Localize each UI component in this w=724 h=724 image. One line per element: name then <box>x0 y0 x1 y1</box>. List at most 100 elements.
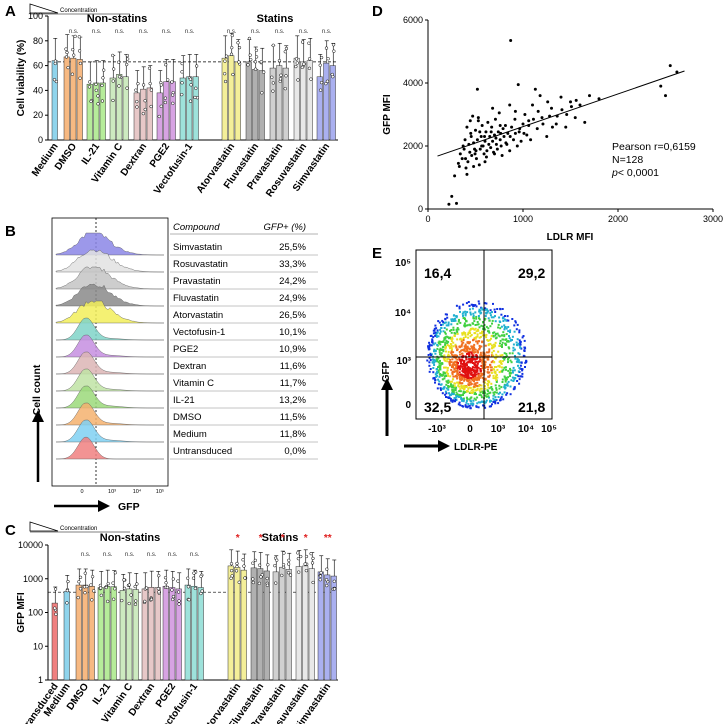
event-dot <box>450 361 453 364</box>
replicate-dot <box>65 588 69 593</box>
event-dot <box>449 361 452 364</box>
event-dot <box>469 324 472 327</box>
event-dot <box>450 320 453 323</box>
event-dot <box>484 392 487 394</box>
data-point <box>540 116 544 120</box>
event-dot <box>502 398 505 401</box>
replicate-dot <box>147 66 152 70</box>
event-dot <box>464 343 467 346</box>
replicate-dot <box>87 85 92 89</box>
replicate-dot <box>135 105 139 109</box>
event-dot <box>472 391 475 394</box>
event-dot <box>459 367 462 370</box>
category-label: IL-21 <box>80 141 103 167</box>
data-point <box>583 120 587 124</box>
event-dot <box>508 335 510 337</box>
event-dot <box>456 393 459 396</box>
data-point <box>456 161 460 165</box>
event-dot <box>499 360 502 362</box>
replicate-dot <box>259 575 263 579</box>
replicate-dot <box>125 62 129 67</box>
event-dot <box>474 386 477 389</box>
bar-rosuvastatin <box>300 61 307 141</box>
event-dot <box>477 401 480 404</box>
data-point <box>447 202 451 206</box>
event-dot <box>508 347 511 350</box>
event-dot <box>461 332 464 335</box>
data-point <box>499 144 503 148</box>
data-point <box>493 152 496 156</box>
event-dot <box>446 313 448 316</box>
event-dot <box>441 374 444 377</box>
replicate-dot <box>164 63 168 67</box>
event-dot <box>476 362 479 365</box>
event-dot <box>494 396 497 399</box>
event-dot <box>458 356 461 359</box>
histogram-fluvastatin <box>55 283 165 307</box>
event-dot <box>496 376 499 379</box>
event-dot <box>450 329 453 331</box>
event-dot <box>462 303 465 306</box>
event-dot <box>498 344 501 347</box>
event-dot <box>460 398 463 401</box>
event-dot <box>509 385 512 388</box>
statins-label: Statins <box>257 13 294 25</box>
event-dot <box>472 327 475 330</box>
replicate-dot <box>54 79 59 84</box>
replicate-dot <box>188 77 193 81</box>
table-cell-compound: Atorvastatin <box>173 310 223 321</box>
event-dot <box>440 324 443 326</box>
event-dot <box>439 353 441 356</box>
event-dot <box>460 382 463 385</box>
event-dot <box>505 377 508 379</box>
y-tick-label: 0 <box>418 204 423 214</box>
event-dot <box>484 385 486 388</box>
replicate-dot <box>295 61 299 65</box>
event-dot <box>488 350 491 353</box>
event-dot <box>456 377 459 380</box>
event-dot <box>468 371 471 374</box>
event-dot <box>438 349 441 352</box>
event-dot <box>436 344 439 346</box>
event-dot <box>464 365 467 368</box>
event-dot <box>458 390 461 393</box>
event-dot <box>475 405 478 408</box>
event-dot <box>482 330 485 333</box>
replicate-dot <box>112 67 116 71</box>
event-dot <box>443 338 446 341</box>
event-dot <box>429 352 432 355</box>
event-dot <box>466 398 469 401</box>
bar-atorvastatin <box>221 57 228 141</box>
event-dot <box>505 378 508 381</box>
bar-dmso <box>75 584 82 681</box>
event-dot <box>450 368 453 371</box>
data-point <box>464 166 468 170</box>
replicate-dot <box>78 76 82 80</box>
event-dot <box>469 386 472 389</box>
event-dot <box>460 365 463 368</box>
data-point <box>463 138 467 142</box>
event-dot <box>440 383 443 386</box>
event-dot <box>485 395 488 398</box>
bar-vitamin-c <box>116 74 123 141</box>
event-dot <box>434 334 437 337</box>
event-dot <box>440 348 443 351</box>
significance-label: n.s. <box>185 29 195 35</box>
event-dot <box>444 347 447 350</box>
replicate-dot <box>307 66 312 70</box>
event-dot <box>449 358 452 361</box>
event-dot <box>438 332 441 335</box>
event-dot <box>481 355 484 358</box>
event-dot <box>433 377 436 380</box>
event-dot <box>497 392 500 395</box>
event-dot <box>480 384 483 387</box>
event-dot <box>512 380 515 382</box>
event-dot <box>474 365 477 368</box>
replicate-dot <box>89 583 93 587</box>
event-dot <box>459 321 462 324</box>
event-dot <box>487 371 490 374</box>
event-dot <box>446 342 449 345</box>
event-dot <box>469 341 471 344</box>
event-dot <box>477 323 480 326</box>
replicate-dot <box>149 88 154 92</box>
